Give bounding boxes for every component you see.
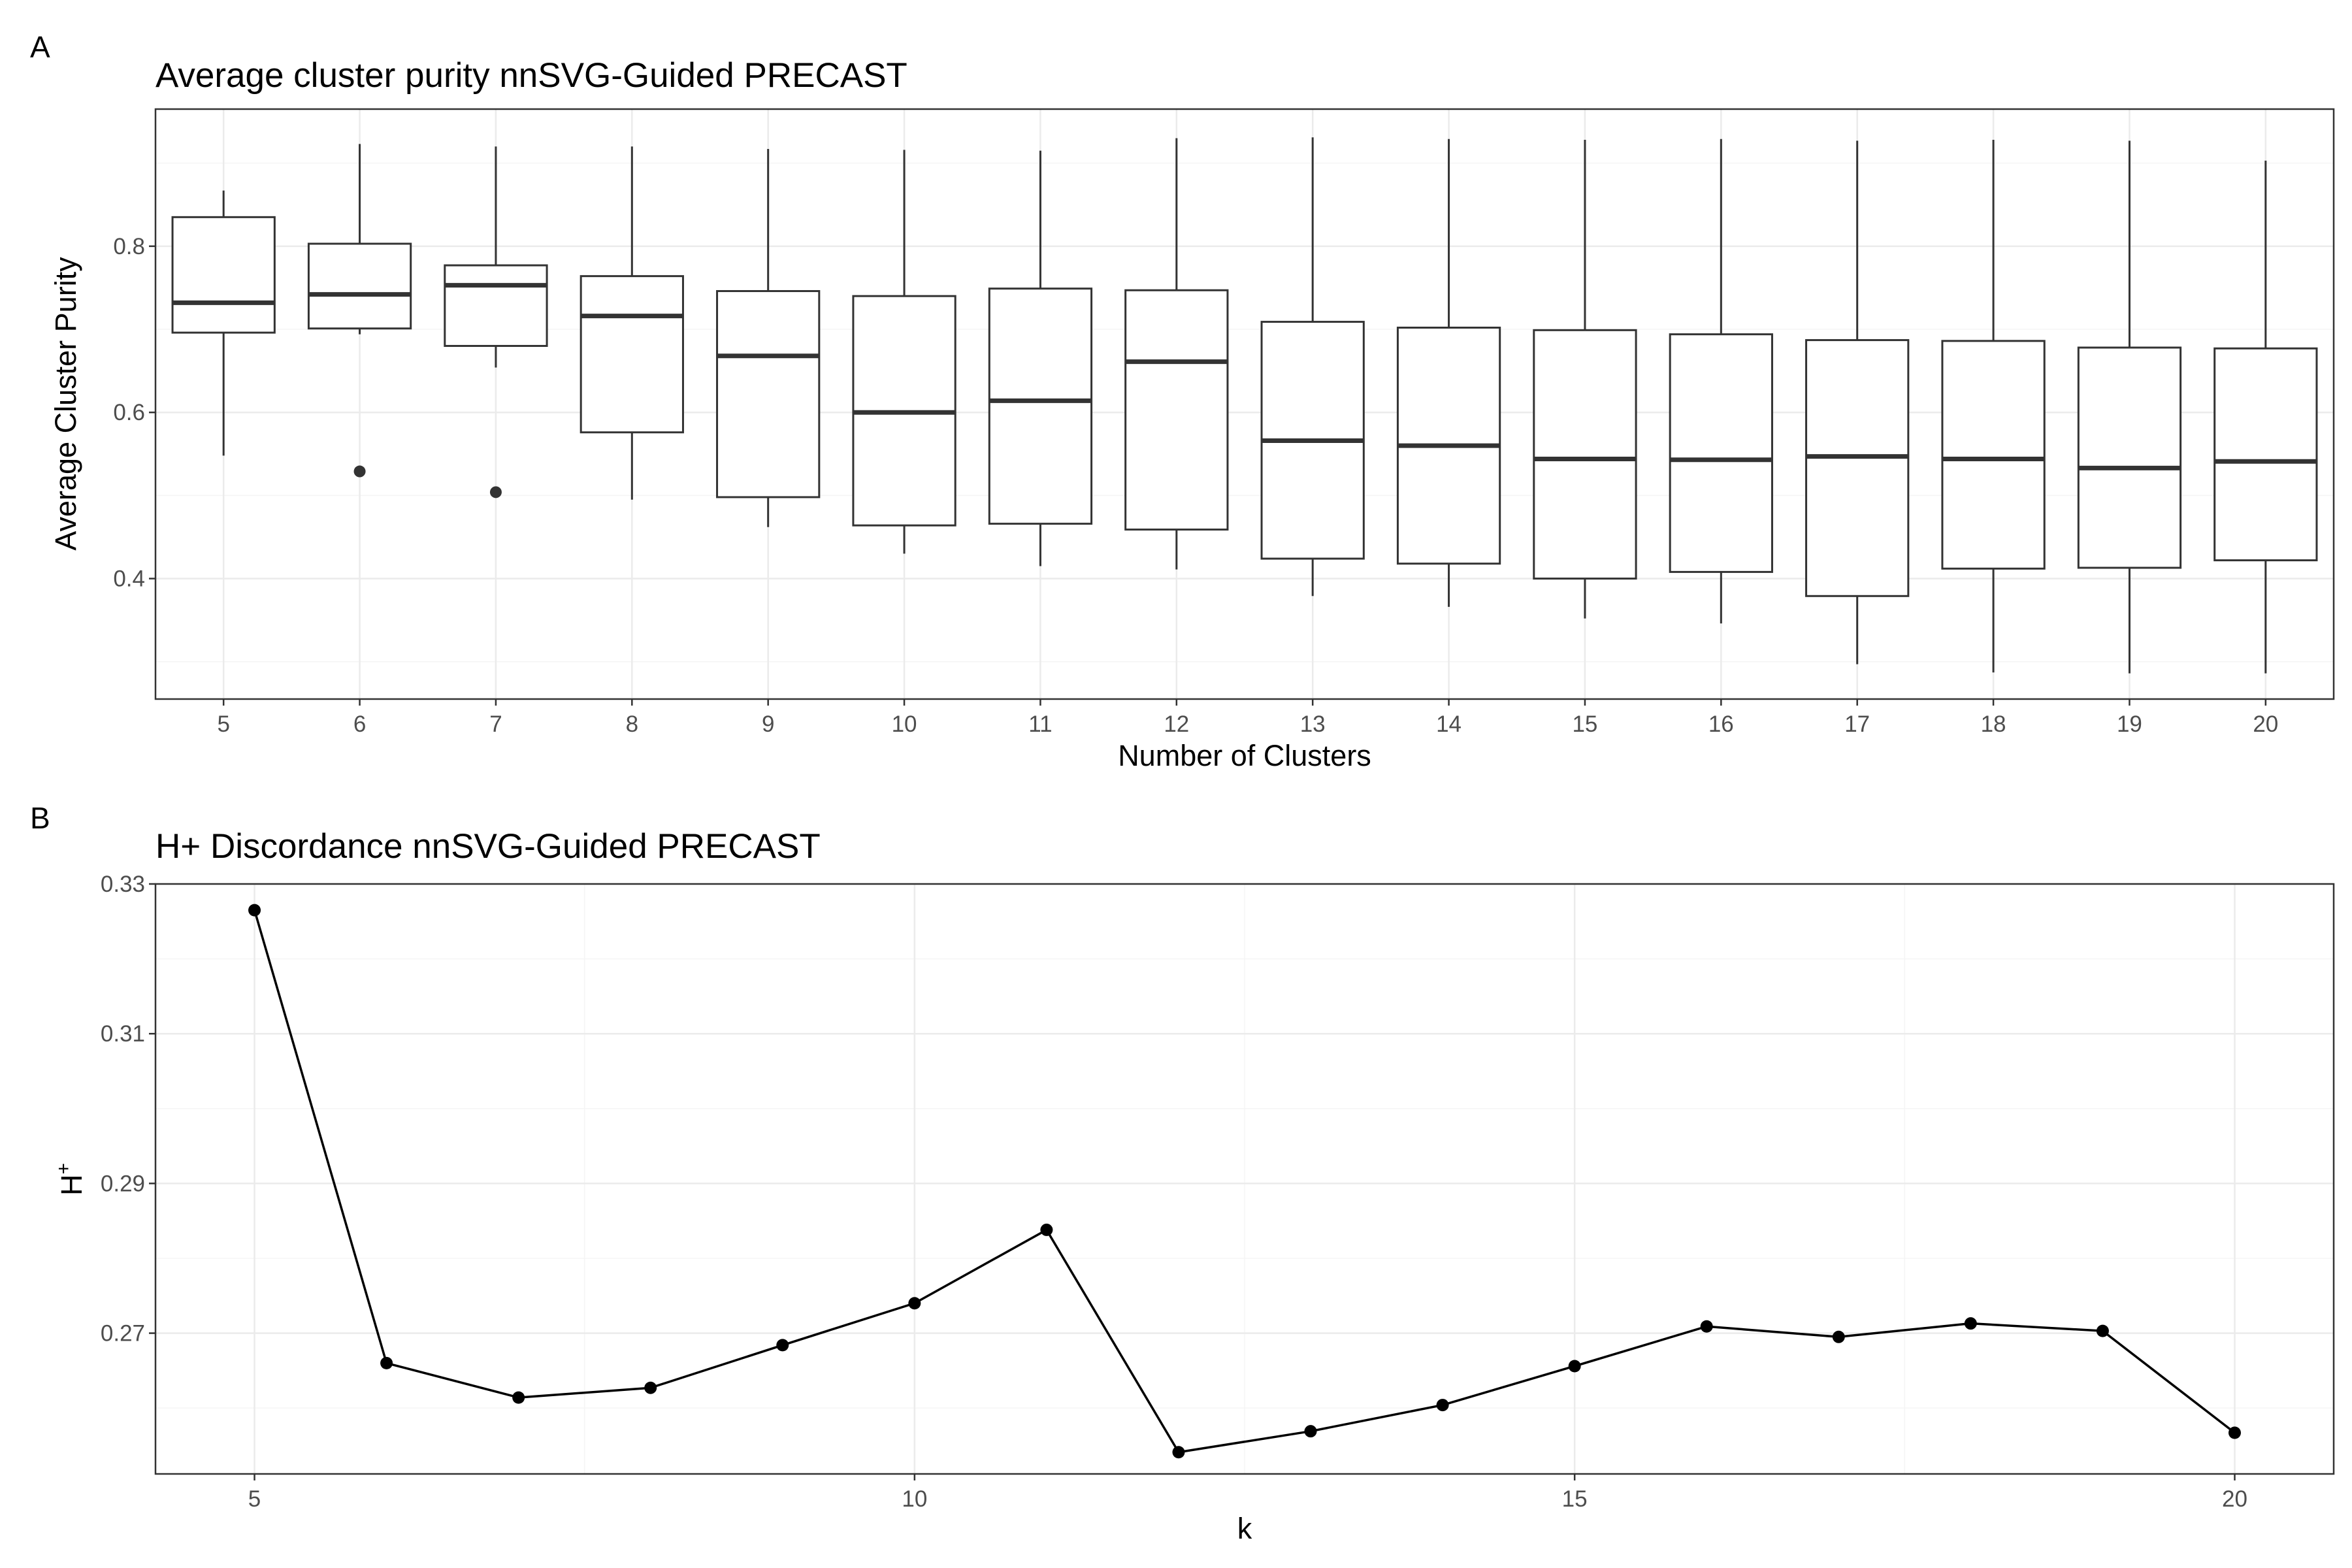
x-tick-label: 20: [2222, 1486, 2247, 1512]
panel-a-title: Average cluster purity nnSVG-Guided PREC…: [155, 56, 907, 95]
y-tick-label: 0.27: [101, 1321, 145, 1347]
iqr-box: [580, 275, 684, 434]
panel-a-y-axis: 0.4 0.6 0.8: [113, 234, 155, 592]
panel-b-x-title: k: [1237, 1512, 1252, 1545]
data-point-k10: [908, 1297, 921, 1310]
outlier-point: [353, 465, 366, 478]
panel-b: B H+ Discordance nnSVG-Guided PRECAST 0.…: [30, 801, 2335, 1545]
panel-a-boxes: [171, 137, 2318, 674]
box-12: [1124, 138, 1229, 570]
panel-a-border: [154, 108, 2335, 700]
iqr-box: [171, 216, 276, 334]
x-tick-label: 16: [1708, 711, 1734, 737]
data-point-k7: [512, 1391, 525, 1404]
data-point-k6: [380, 1356, 393, 1369]
box-13: [1260, 137, 1365, 596]
panel-a-tag: A: [30, 30, 50, 64]
iqr-box: [716, 290, 821, 498]
data-point-k8: [644, 1381, 657, 1394]
x-tick-label: 11: [1028, 711, 1052, 737]
box-14: [1396, 139, 1501, 607]
x-tick-label: 10: [892, 711, 917, 737]
panel-a-x-title: Number of Clusters: [1118, 739, 1371, 772]
iqr-box: [444, 264, 548, 347]
data-point-k12: [1172, 1446, 1185, 1459]
panel-a: A Average cluster purity nnSVG-Guided PR…: [30, 30, 2335, 772]
x-tick-label: 20: [2253, 711, 2278, 737]
x-tick-label: 19: [2117, 711, 2142, 737]
box-20: [2213, 160, 2318, 674]
data-point-k15: [1568, 1360, 1581, 1373]
box-7: [444, 146, 548, 498]
outlier-point: [489, 486, 502, 498]
x-tick-label: 12: [1164, 711, 1189, 737]
panel-b-title: H+ Discordance nnSVG-Guided PRECAST: [155, 827, 821, 866]
iqr-box: [307, 242, 412, 330]
box-18: [1941, 140, 2046, 673]
panel-b-y-title-text: H+: [53, 1163, 88, 1196]
panel-a-x-axis: 5 6 7 8 9 10 11 12 13 14 15 16 17 18 19 20: [217, 699, 2278, 737]
x-tick-label: 5: [248, 1486, 261, 1512]
y-tick-label: 0.6: [113, 400, 145, 425]
panel-b-tag: B: [30, 801, 50, 835]
panel-b-y-title: H+: [53, 1163, 88, 1196]
iqr-box: [2213, 347, 2318, 562]
y-tick-label: 0.8: [113, 234, 145, 259]
iqr-box: [1669, 333, 1773, 573]
x-tick-label: 13: [1300, 711, 1326, 737]
box-17: [1805, 140, 1910, 664]
box-8: [580, 146, 684, 500]
data-point-k13: [1304, 1425, 1317, 1438]
iqr-box: [2077, 346, 2182, 569]
iqr-box: [1533, 329, 1637, 580]
box-10: [852, 150, 956, 554]
data-point-k17: [1832, 1330, 1845, 1343]
x-tick-label: 14: [1436, 711, 1462, 737]
panel-b-gridlines: [155, 883, 2334, 1474]
box-15: [1533, 140, 1637, 619]
x-tick-label: 17: [1844, 711, 1870, 737]
y-tick-label: 0.29: [101, 1171, 145, 1196]
box-11: [988, 150, 1093, 566]
iqr-box: [988, 287, 1093, 525]
x-tick-label: 5: [217, 711, 229, 737]
panel-a-y-title: Average Cluster Purity: [49, 257, 82, 551]
x-tick-label: 18: [1981, 711, 2006, 737]
panel-b-y-axis: 0.27 0.29 0.31 0.33: [101, 872, 155, 1347]
x-tick-label: 8: [626, 711, 638, 737]
x-tick-label: 15: [1562, 1486, 1588, 1512]
data-point-k11: [1040, 1223, 1053, 1236]
iqr-box: [1124, 289, 1229, 531]
y-tick-label: 0.33: [101, 872, 145, 897]
data-point-k16: [1700, 1320, 1713, 1333]
iqr-box: [1805, 339, 1910, 597]
panel-b-x-axis: 5 10 15 20: [248, 1474, 2247, 1512]
x-tick-label: 15: [1572, 711, 1597, 737]
h-plus-series-line: [253, 909, 2236, 1454]
data-point-k9: [776, 1339, 789, 1352]
data-point-k14: [1436, 1399, 1449, 1412]
box-19: [2077, 140, 2182, 674]
panel-b-border: [154, 883, 2335, 1475]
data-point-k19: [2096, 1324, 2109, 1337]
panel-b-series: [248, 904, 2241, 1459]
x-tick-label: 7: [489, 711, 502, 737]
box-9: [716, 149, 821, 527]
box-16: [1669, 139, 1773, 624]
data-point-k18: [1964, 1317, 1977, 1330]
data-point-k5: [248, 904, 261, 917]
data-point-k20: [2228, 1426, 2241, 1439]
x-tick-label: 9: [762, 711, 774, 737]
iqr-box: [1941, 340, 2046, 570]
x-tick-label: 10: [902, 1486, 927, 1512]
box-6: [307, 144, 412, 478]
y-tick-label: 0.4: [113, 566, 145, 592]
y-tick-label: 0.31: [101, 1021, 145, 1047]
box-5: [171, 190, 276, 456]
x-tick-label: 6: [353, 711, 366, 737]
